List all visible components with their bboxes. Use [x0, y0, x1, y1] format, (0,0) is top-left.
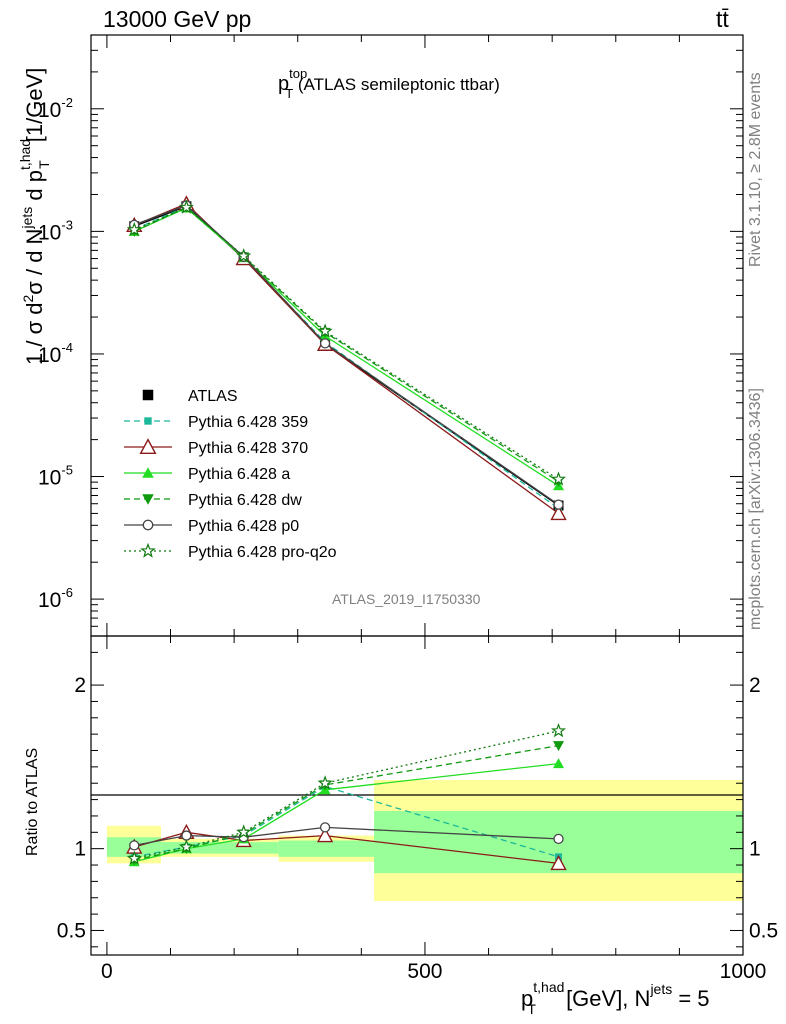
- tick-mantissa: 10: [38, 467, 61, 490]
- legend-item: Pythia 6.428 359: [124, 414, 308, 431]
- legend-marker: [144, 417, 152, 425]
- series-0: [129, 201, 564, 511]
- ratio-series-point: [553, 741, 565, 752]
- ratio-plot-frame: [90, 635, 744, 956]
- legend: ATLAS Pythia 6.428 359 Pythia 6.428 370 Pyt…: [124, 388, 337, 561]
- ratio-series-point: [317, 775, 333, 790]
- series-point: [553, 499, 564, 510]
- ratio-series-5: [126, 723, 567, 865]
- ratio-y-tick-label: 1: [74, 838, 86, 861]
- x-tick-label: 1000: [720, 960, 767, 983]
- ratio-uncertainty-bands: [106, 779, 743, 902]
- main-y-tick-label: 10-4: [38, 340, 73, 367]
- series-point: [178, 199, 194, 214]
- main-y-tick-label: 10-3: [38, 217, 73, 244]
- legend-item: Pythia 6.428 p0: [124, 518, 299, 535]
- ratio-series-point: [126, 850, 142, 865]
- legend-marker: [139, 438, 157, 454]
- ratio-y-tick-label: 2: [74, 674, 86, 697]
- ratio-series-point: [550, 723, 567, 738]
- series-point: [550, 471, 567, 486]
- main-y-tick-label: 10-2: [38, 95, 73, 122]
- legend-item: Pythia 6.428 pro-q2o: [124, 542, 337, 561]
- ratio-tick-marks: [91, 636, 744, 955]
- series-6: [126, 199, 567, 486]
- legend-label: Pythia 6.428 359: [188, 414, 308, 431]
- ratio-series-point: [129, 840, 140, 851]
- tick-mantissa: 10: [38, 99, 61, 122]
- rivet-version-label: Rivet 3.1.10, ≥ 2.8M events: [747, 72, 764, 267]
- main-y-tick-labels: 10-610-510-410-310-2: [38, 95, 73, 612]
- legend-item: Pythia 6.428 a: [124, 466, 290, 483]
- x-tick-label: 500: [407, 960, 442, 983]
- legend-label: ATLAS: [188, 388, 238, 405]
- stat-uncertainty-band: [278, 840, 375, 857]
- legend-item: Pythia 6.428 370: [124, 438, 308, 457]
- x-tick-label: 0: [101, 960, 113, 983]
- ratio-series-line: [134, 730, 559, 860]
- tick-mantissa: 10: [38, 344, 61, 367]
- tick-exponent: -4: [61, 340, 73, 355]
- series-point: [126, 221, 142, 237]
- x-axis-label: pt,had T [GeV], Njets = 5: [521, 979, 710, 1017]
- main-panel: 10-610-510-410-310-2 ptop T (ATLAS semile…: [17, 34, 744, 637]
- series-point: [319, 338, 331, 349]
- ratio-series-layer: [126, 723, 567, 871]
- ratio-y-axis-label: Ratio to ATLAS: [24, 748, 41, 856]
- legend-label: Pythia 6.428 pro-q2o: [188, 544, 337, 561]
- ratio-y-tick-label: 0.5: [749, 919, 778, 942]
- series-point: [317, 323, 333, 338]
- ratio-series-point: [553, 833, 564, 845]
- legend-marker: [140, 542, 156, 558]
- ratio-series-point: [236, 824, 252, 839]
- ratio-series-4: [129, 822, 564, 851]
- ratio-series-point: [319, 822, 331, 833]
- legend-item: Pythia 6.428 dw: [124, 492, 302, 509]
- ratio-y-tick-labels: 0.5 0.5 1 1 2 2: [57, 674, 778, 942]
- legend-label: Pythia 6.428 p0: [188, 518, 299, 535]
- legend-marker: [142, 494, 154, 505]
- main-tick-marks: [91, 34, 744, 637]
- tick-mantissa: 10: [38, 221, 61, 244]
- analysis-watermark: ATLAS_2019_I1750330: [332, 591, 481, 607]
- series-point: [550, 504, 567, 521]
- plot-title: ptop T (ATLAS semileptonic ttbar): [278, 66, 500, 101]
- series-line: [134, 204, 559, 506]
- stat-uncertainty-band: [215, 842, 279, 854]
- ratio-series-point: [316, 827, 334, 843]
- energy-label: 13000 GeV pp: [103, 6, 251, 32]
- ratio-series-point: [550, 854, 567, 871]
- legend-marker: [142, 519, 154, 531]
- x-tick-labels: 0 500 1000: [101, 960, 766, 983]
- mcplots-label: mcplots.cern.ch [arXiv:1306.3436]: [747, 388, 764, 630]
- main-y-axis-label: 1 / σ d2σ / d Njets d pt,had T [1/GeV]: [17, 68, 52, 365]
- ratio-series-point: [178, 839, 194, 854]
- legend-label: Pythia 6.428 370: [188, 440, 308, 457]
- legend-label: Pythia 6.428 a: [188, 466, 290, 483]
- process-label: tt̄: [716, 6, 729, 32]
- legend-marker: [142, 467, 154, 478]
- ratio-series-point: [553, 758, 565, 769]
- main-series-layer: [126, 195, 567, 521]
- main-y-tick-label: 10-5: [38, 463, 73, 490]
- tick-exponent: -5: [61, 463, 73, 478]
- ratio-y-tick-label: 0.5: [57, 919, 86, 942]
- tick-exponent: -3: [61, 217, 73, 232]
- legend-item: ATLAS: [142, 388, 238, 405]
- series-line: [134, 206, 559, 480]
- tick-exponent: -2: [61, 95, 73, 110]
- tick-mantissa: 10: [38, 589, 61, 612]
- series-5: [129, 200, 564, 510]
- ratio-y-tick-label: 2: [749, 674, 761, 697]
- legend-marker: [142, 389, 154, 401]
- legend-label: Pythia 6.428 dw: [188, 492, 302, 509]
- main-y-tick-label: 10-6: [38, 585, 73, 612]
- tick-exponent: -6: [61, 585, 73, 600]
- ratio-panel: 0.5 0.5 1 1 2 2 0 500 1000 Ratio to ATLAS pt,ha…: [24, 635, 778, 1017]
- ratio-series-point: [181, 830, 192, 841]
- series-point: [236, 248, 252, 263]
- ratio-y-tick-label: 1: [749, 838, 761, 861]
